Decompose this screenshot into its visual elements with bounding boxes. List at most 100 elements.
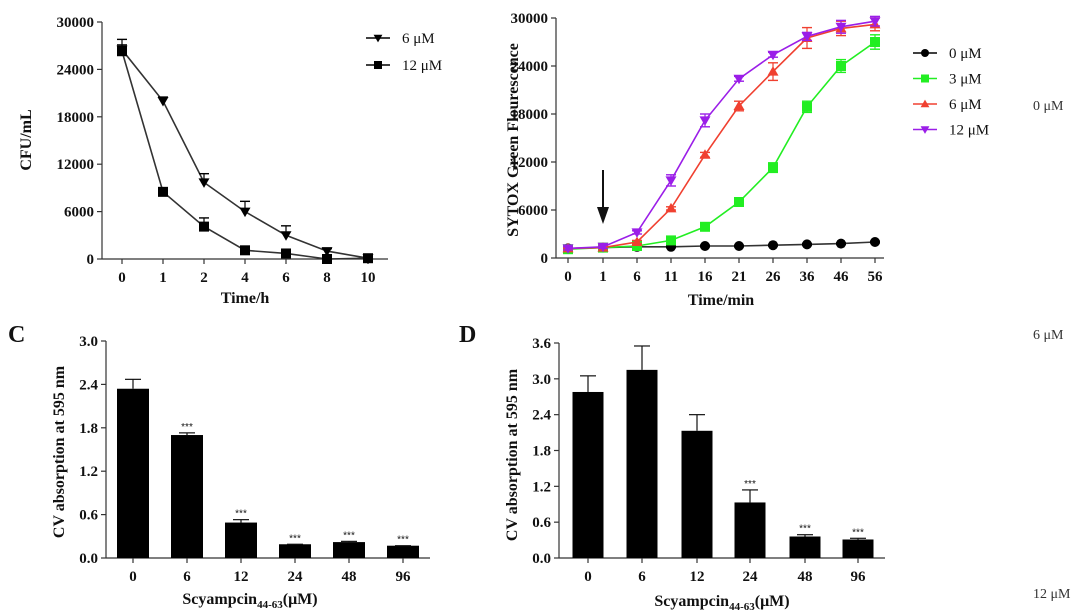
chart-b-legend-item: 3 μM	[913, 72, 982, 88]
chart-a-data-point	[321, 247, 333, 257]
chart-b-legend-marker	[920, 126, 930, 134]
chart-c-bar	[279, 544, 311, 558]
chart-d-ylabel: CV absorption at 595 nm	[504, 368, 521, 541]
chart-d-y-tick-label: 3.6	[532, 336, 551, 352]
chart-b-series-0M	[563, 237, 880, 254]
chart-b-data-point	[768, 162, 778, 173]
stray-label-6um: 6 μM	[1033, 328, 1064, 343]
chart-a-series-6M	[116, 38, 374, 264]
chart-b-legend-label: 6 μM	[949, 97, 982, 113]
chart-d-bar	[734, 502, 766, 558]
chart-c-y-tick-label: 3.0	[79, 334, 98, 350]
chart-a-y-tick-label: 30000	[57, 15, 95, 31]
chart-a-legend-label: 6 μM	[402, 31, 435, 47]
chart-d-xlabel-sub: 44-63	[729, 601, 755, 613]
chart-b-legend-item: 12 μM	[913, 123, 989, 139]
chart-b-x-tick-label: 36	[800, 269, 816, 285]
chart-a-data-point	[198, 178, 210, 188]
chart-b-data-point	[733, 100, 745, 110]
chart-b-legend-label: 12 μM	[949, 123, 989, 139]
chart-b-legend-marker	[920, 99, 930, 108]
chart-b-data-point	[665, 176, 677, 186]
chart-b-ylabel: SYTOX Green Flourescence	[505, 43, 522, 237]
chart-b-series-6M	[562, 17, 881, 253]
chart-b-x-tick-label: 21	[732, 269, 747, 285]
chart-a-y-tick-label: 0	[87, 252, 95, 268]
chart-b-series-12M	[562, 15, 881, 254]
chart-b-data-point	[835, 22, 847, 33]
chart-a-legend-item: 12 μM	[366, 58, 442, 74]
chart-a-data-point	[280, 231, 292, 241]
chart-b-data-point	[767, 66, 779, 76]
chart-b-y-tick-label: 12000	[511, 155, 549, 171]
chart-b-series-line	[567, 41, 876, 250]
chart-d-x-tick-label: 0	[584, 569, 592, 585]
chart-b-data-point	[700, 241, 710, 251]
chart-a-x-tick-label: 0	[118, 270, 126, 286]
chart-b-data-point	[631, 236, 643, 246]
chart-b-data-point	[836, 61, 846, 71]
chart-sytox-fluorescence: Time/min SYTOX Green Flourescence 0 6000 1…	[505, 11, 989, 309]
chart-b-data-point	[733, 74, 745, 85]
chart-d-y-tick-label: 0.6	[532, 515, 551, 531]
chart-d-xlabel-unit: (μM)	[755, 593, 790, 610]
chart-b-data-point	[665, 202, 677, 213]
chart-a-x-tick-label: 2	[200, 270, 208, 286]
chart-d-y-tick-label: 2.4	[532, 408, 551, 424]
chart-b-data-point	[870, 237, 880, 247]
chart-c-xlabel: Scyampcin44-63(μM)	[182, 591, 317, 611]
chart-c-significance-label: ***	[289, 533, 301, 544]
chart-a-series-line	[121, 49, 369, 259]
chart-b-data-point	[801, 32, 813, 42]
panel-label-c: C	[8, 322, 25, 348]
chart-c-y-tick-label: 1.8	[79, 421, 98, 437]
chart-b-y-tick-label: 6000	[518, 203, 548, 219]
chart-d-y-tick-label: 1.8	[532, 444, 551, 460]
chart-b-y-tick-label: 24000	[511, 59, 549, 75]
chart-b-data-point	[562, 244, 574, 254]
chart-c-ylabel: CV absorption at 595 nm	[51, 365, 68, 538]
chart-c-bar	[117, 388, 149, 558]
chart-b-y-tick-label: 30000	[511, 11, 549, 27]
chart-b-legend-item: 6 μM	[913, 97, 982, 113]
chart-b-y-tick-label: 0	[541, 251, 549, 267]
chart-a-x-tick-label: 10	[361, 270, 376, 286]
chart-b-y-tick-label: 18000	[511, 107, 549, 123]
chart-b-x-tick-label: 0	[564, 269, 572, 285]
chart-b-data-point	[870, 37, 880, 47]
chart-a-data-point	[158, 186, 168, 197]
chart-c-significance-label: ***	[181, 422, 193, 433]
chart-b-x-tick-label: 46	[834, 269, 850, 285]
chart-a-legend-item: 6 μM	[366, 31, 435, 47]
chart-a-data-point	[240, 245, 250, 256]
chart-b-data-point	[666, 235, 676, 246]
chart-b-data-point	[767, 50, 779, 61]
chart-a-series-12M	[117, 44, 373, 264]
panel-label-d: D	[459, 322, 476, 348]
chart-c-x-tick-label: 6	[183, 569, 191, 585]
chart-d-y-tick-label: 0.0	[532, 551, 551, 567]
chart-d-x-tick-label: 48	[798, 569, 813, 585]
chart-b-data-point	[734, 241, 744, 251]
stray-label-12um: 12 μM	[1033, 587, 1071, 602]
chart-b-arrow-head	[597, 207, 609, 224]
chart-c-x-tick-label: 48	[342, 569, 357, 585]
chart-c-xlabel-unit: (μM)	[283, 591, 318, 608]
chart-d-bar	[626, 369, 658, 558]
chart-d-x-tick-label: 96	[851, 569, 867, 585]
chart-c-x-tick-label: 12	[234, 569, 249, 585]
chart-d-significance-label: ***	[744, 479, 756, 490]
chart-a-y-tick-label: 12000	[57, 157, 95, 173]
chart-b-x-tick-label: 16	[698, 269, 714, 285]
chart-b-legend-marker	[921, 74, 929, 83]
chart-c-significance-label: ***	[397, 535, 409, 546]
chart-b-x-tick-label: 6	[633, 269, 641, 285]
chart-c-significance-label: ***	[343, 530, 355, 541]
chart-c-x-tick-label: 24	[288, 569, 304, 585]
chart-b-legend-item: 0 μM	[913, 46, 982, 62]
chart-biofilm-inhibition-c: C CV absorption at 595 nm Scyampcin44-63…	[8, 322, 430, 611]
chart-a-legend-label: 12 μM	[402, 58, 442, 74]
chart-a-x-tick-label: 4	[241, 270, 249, 286]
chart-a-y-tick-label: 24000	[57, 62, 95, 78]
